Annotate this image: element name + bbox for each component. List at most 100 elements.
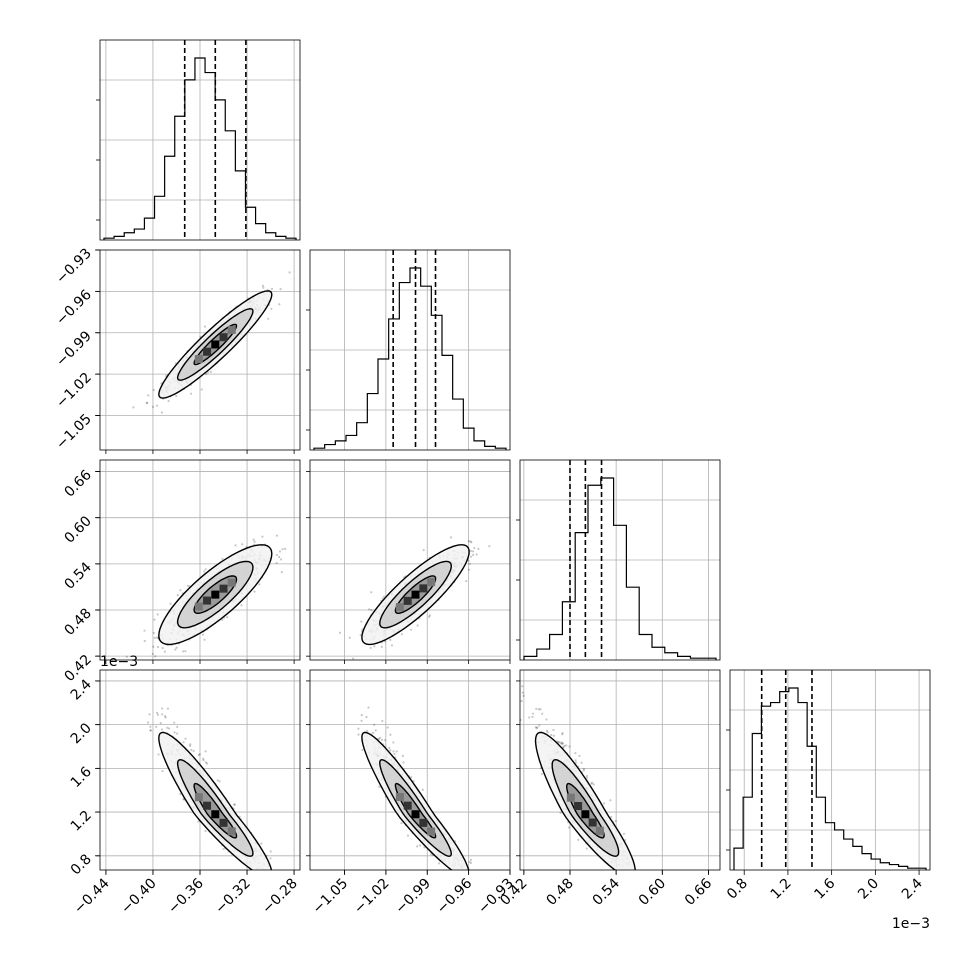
sample-point: [370, 609, 372, 611]
sample-point: [152, 653, 154, 655]
sample-point: [276, 562, 278, 564]
sample-point: [253, 538, 255, 540]
sample-point: [392, 741, 394, 743]
sample-point: [389, 734, 391, 736]
sample-point: [182, 741, 184, 743]
sample-point: [402, 761, 404, 763]
sample-point: [284, 548, 286, 550]
sample-point: [581, 762, 583, 764]
sample-point: [258, 583, 260, 585]
sample-point: [392, 750, 394, 752]
sample-point: [288, 271, 290, 273]
sample-point: [522, 692, 524, 694]
sample-point: [168, 727, 170, 729]
sample-point: [147, 394, 149, 396]
sample-point: [381, 739, 383, 741]
sample-point: [357, 734, 359, 736]
sample-point: [205, 761, 207, 763]
sample-point: [157, 646, 159, 648]
sample-point: [389, 749, 391, 751]
sample-point: [174, 731, 176, 733]
sample-point: [154, 637, 156, 639]
sample-point: [268, 873, 270, 875]
sample-point: [274, 878, 276, 880]
sample-point: [198, 754, 200, 756]
sample-point: [278, 303, 280, 305]
sample-point: [167, 400, 169, 402]
panel-background: [310, 670, 510, 870]
sample-point: [161, 713, 163, 715]
sample-point: [289, 908, 291, 910]
histogram-panel: [516, 460, 720, 660]
sample-point: [226, 616, 228, 618]
sample-point: [401, 633, 403, 635]
sample-point: [623, 833, 625, 835]
sample-point: [279, 288, 281, 290]
sample-point: [419, 844, 421, 846]
density-core: [228, 827, 236, 835]
sample-point: [373, 724, 375, 726]
sample-point: [281, 571, 283, 573]
sample-point: [175, 395, 177, 397]
density-core: [396, 793, 404, 801]
sample-point: [578, 755, 580, 757]
sample-point: [417, 624, 419, 626]
sample-point: [268, 880, 270, 882]
sample-point: [384, 739, 386, 741]
sample-point: [361, 749, 363, 751]
density-core: [419, 584, 427, 592]
sample-point: [456, 878, 458, 880]
sample-point: [255, 875, 257, 877]
sample-point: [459, 871, 461, 873]
sample-point: [469, 563, 471, 565]
density-core: [419, 819, 427, 827]
sample-point: [339, 632, 341, 634]
sample-point: [202, 634, 204, 636]
density-panel: [519, 670, 720, 899]
sample-point: [189, 745, 191, 747]
density-core: [220, 333, 228, 341]
sample-point: [262, 285, 264, 287]
sample-point: [470, 556, 472, 558]
sample-point: [203, 639, 205, 641]
sample-point: [155, 726, 157, 728]
sample-point: [271, 288, 273, 290]
density-core: [220, 819, 228, 827]
density-core: [203, 802, 211, 810]
sample-point: [368, 608, 370, 610]
sample-point: [367, 706, 369, 708]
sample-point: [148, 662, 150, 664]
sample-point: [176, 726, 178, 728]
histogram-panel: [96, 40, 300, 240]
density-core: [203, 597, 211, 605]
sample-point: [538, 724, 540, 726]
sample-point: [457, 872, 459, 874]
sample-point: [541, 773, 543, 775]
sample-point: [365, 716, 367, 718]
sample-point: [157, 753, 159, 755]
sample-point: [402, 755, 404, 757]
sample-point: [184, 738, 186, 740]
sample-point: [169, 603, 171, 605]
sample-point: [161, 411, 163, 413]
density-panel: [310, 670, 510, 884]
sample-point: [221, 558, 223, 560]
sample-point: [416, 845, 418, 847]
sample-point: [630, 876, 632, 878]
sample-point: [192, 750, 194, 752]
density-core: [427, 828, 435, 836]
sample-point: [472, 550, 474, 552]
sample-point: [552, 729, 554, 731]
sample-point: [352, 657, 354, 659]
sample-point: [393, 753, 395, 755]
sample-point: [468, 569, 470, 571]
sample-point: [161, 707, 163, 709]
sample-point: [160, 722, 162, 724]
sample-point: [210, 371, 212, 373]
sample-point: [187, 585, 189, 587]
sample-point: [373, 645, 375, 647]
sample-point: [267, 874, 269, 876]
sample-point: [204, 326, 206, 328]
sample-point: [234, 803, 236, 805]
sample-point: [162, 647, 164, 649]
